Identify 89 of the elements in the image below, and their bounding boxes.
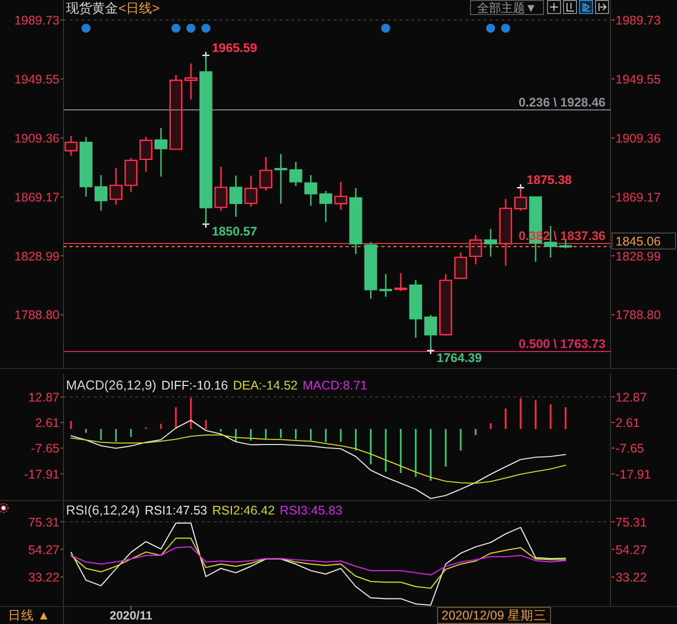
y2-tick-label: 2.61 [616,416,640,430]
candlestick [214,166,228,212]
point [516,184,525,192]
line-series [70,420,566,500]
text: 全部主题▼ [477,1,537,15]
candlestick [169,74,182,150]
y-tick-label: -7.65 [31,442,60,456]
candlestick [259,156,272,192]
point [501,24,510,33]
line-series [70,538,566,589]
point [381,24,390,33]
data-label: 1875.38 [526,173,572,188]
candlestick [64,135,78,156]
candlestick [274,153,288,204]
ref-line-label: 0.236 \ 1928.46 [518,95,606,110]
data-label: 1965.59 [212,40,258,55]
candlestick [409,279,422,338]
point [186,24,196,33]
chart-title: RSI(6,12,24) [66,502,140,518]
y-tick-label: 1828.99 [14,249,60,264]
text: 2020/12/09 星期三 [442,608,547,622]
candlestick [244,175,258,208]
candlestick [110,167,122,206]
candlestick [124,157,138,193]
text: DEA:-14.52 [233,378,298,392]
candlestick [364,242,378,300]
y-tick-label: 33.22 [28,570,60,585]
candlestick [559,239,572,250]
candlestick [319,190,332,222]
y-tick-label: 75.31 [28,515,60,530]
y2-tick-label: -7.65 [616,442,644,456]
line-series [70,522,566,606]
candlestick [80,136,92,198]
y-tick-label: 1949.55 [14,72,60,86]
y-tick-label: -17.91 [24,467,60,482]
candlestick [379,273,392,298]
text: 日线 ▲ [8,608,50,622]
candlestick [484,228,498,258]
annotation: MACD:8.71 [302,378,368,392]
candlestick [140,136,152,172]
y-tick-label: 12.87 [28,390,60,404]
candlestick [394,272,408,292]
y2-tick-label: 75.31 [616,515,647,530]
y2-tick-label: 1949.55 [616,72,661,86]
text: DIFF:-10.16 [161,378,228,392]
y-tick-label: 2.61 [35,416,60,430]
y2-tick-label: 54.27 [616,542,647,557]
data-label: 1764.39 [436,351,482,366]
y2-tick-label: 1909.36 [616,131,661,146]
point [171,24,180,33]
y-tick-label: 54.27 [28,542,60,557]
y2-tick-label: 1989.73 [616,13,661,28]
x-tick-label: 2020/11 [110,608,153,622]
y2-tick-label: 1788.80 [616,308,661,322]
data-label: 1850.57 [212,224,258,239]
y-tick-label: 1909.36 [14,131,60,146]
y2-tick-label: 12.87 [616,390,647,404]
ref-line-label: 0.500 \ 1763.73 [518,337,606,352]
candlestick [154,127,168,178]
line-series [70,546,566,576]
candlestick [304,174,318,206]
candlestick [94,174,108,212]
y-tick-label: 1989.73 [14,13,60,28]
y2-tick-label: -17.91 [616,467,651,482]
candlestick [499,198,512,266]
candlestick [334,181,348,210]
text: 1845.06 [616,234,661,248]
line-series [70,434,566,484]
y2-tick-label: 1869.17 [616,190,661,204]
y-tick-label: 1788.80 [14,308,60,322]
y2-tick-label: 1828.99 [616,249,661,264]
text: RSI2:46.42 [212,504,275,518]
y-tick-label: 1869.17 [14,190,60,204]
chart-title: MACD(26,12,9) [66,378,156,392]
candlestick [439,273,452,336]
chart-title: 现货黄金 [66,0,118,16]
candlestick [469,234,482,266]
candlestick [184,62,198,100]
candlestick [349,187,362,255]
candlestick [454,252,468,280]
text: RSI3:45.83 [280,504,342,518]
point [81,24,90,33]
point [486,24,496,33]
chart-subtitle: <日线> [118,0,160,16]
y2-tick-label: 33.22 [616,570,647,585]
candlestick [289,161,302,187]
candlestick [229,175,242,218]
point [201,24,210,33]
series-label: RSI1:47.53 [144,504,208,518]
